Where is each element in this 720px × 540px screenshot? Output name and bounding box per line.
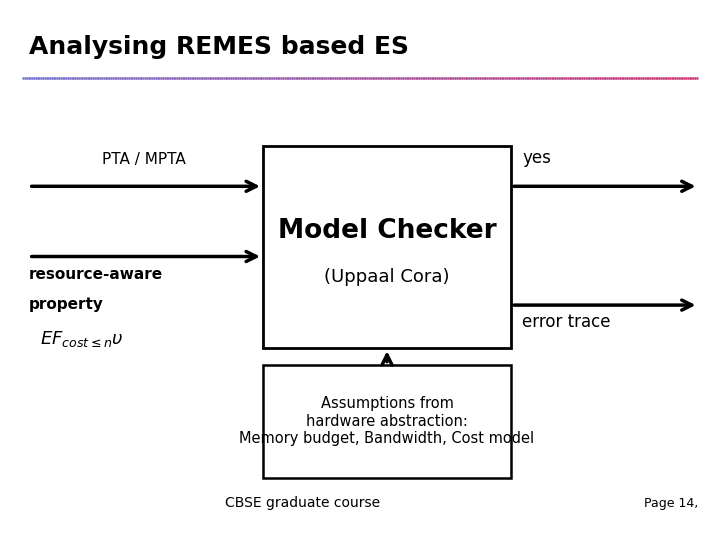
Text: CBSE graduate course: CBSE graduate course bbox=[225, 496, 380, 510]
Text: yes: yes bbox=[522, 150, 551, 167]
Text: Assumptions from
hardware abstraction:
Memory budget, Bandwidth, Cost model: Assumptions from hardware abstraction: M… bbox=[240, 396, 534, 446]
Text: resource-aware: resource-aware bbox=[29, 267, 163, 282]
Bar bbox=[263, 364, 511, 478]
Text: Analysing REMES based ES: Analysing REMES based ES bbox=[29, 35, 409, 59]
Text: error trace: error trace bbox=[522, 313, 611, 331]
Text: Page 14,: Page 14, bbox=[644, 497, 698, 510]
Bar bbox=[263, 146, 511, 348]
Text: property: property bbox=[29, 297, 104, 312]
Text: $EF_{cost\leq n}\upsilon$: $EF_{cost\leq n}\upsilon$ bbox=[40, 329, 123, 349]
Text: (Uppaal Cora): (Uppaal Cora) bbox=[324, 268, 450, 286]
Text: PTA / MPTA: PTA / MPTA bbox=[102, 152, 186, 167]
Text: Model Checker: Model Checker bbox=[278, 218, 496, 244]
